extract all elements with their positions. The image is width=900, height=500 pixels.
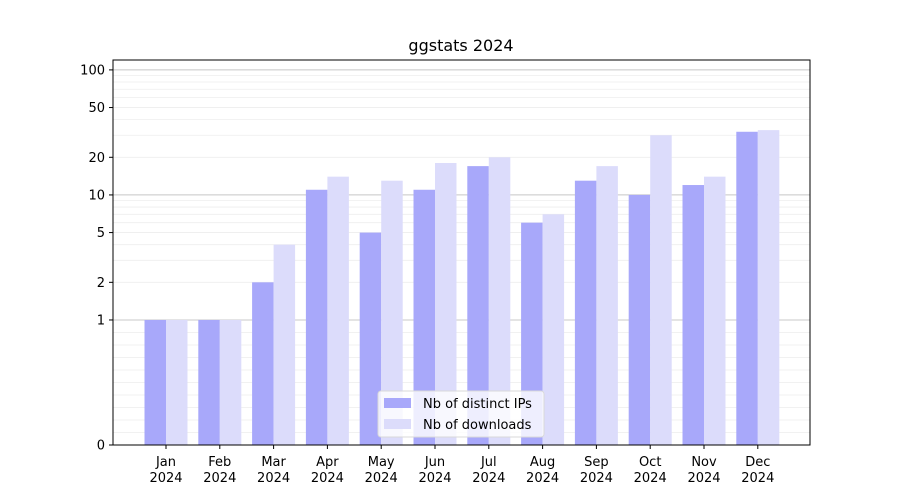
legend-swatch <box>384 419 411 429</box>
x-tick-label-year: 2024 <box>472 471 505 486</box>
legend-label: Nb of distinct IPs <box>423 397 532 412</box>
x-tick-label-year: 2024 <box>687 471 720 486</box>
x-tick-label-month: Nov <box>691 455 717 470</box>
x-tick-label-month: Dec <box>745 455 770 470</box>
y-tick-label: 10 <box>88 188 105 203</box>
bar-downloads <box>327 176 349 445</box>
x-tick-label-year: 2024 <box>526 471 559 486</box>
x-tick-label-year: 2024 <box>418 471 451 486</box>
bar-distinct-ips <box>359 232 382 445</box>
bar-downloads <box>488 157 511 445</box>
bar-downloads <box>650 135 672 445</box>
bar-distinct-ips <box>682 185 704 445</box>
x-tick-label-month: Mar <box>261 455 286 470</box>
bar-distinct-ips <box>413 189 435 445</box>
x-tick-label-year: 2024 <box>580 471 613 486</box>
bar-distinct-ips <box>736 131 758 445</box>
plot-frame <box>112 59 811 446</box>
bar-downloads <box>596 166 618 445</box>
x-tick-label-year: 2024 <box>741 471 774 486</box>
x-tick-label-month: Jul <box>480 455 497 470</box>
axes: 0125102050100Jan2024Feb2024Mar2024Apr202… <box>80 59 811 486</box>
x-tick-label-month: Aug <box>530 455 555 470</box>
bar-downloads <box>542 214 565 445</box>
y-tick-label: 50 <box>88 101 105 116</box>
bar-distinct-ips <box>467 166 489 445</box>
x-tick-label-year: 2024 <box>365 471 398 486</box>
legend-box <box>377 390 545 438</box>
legend-swatch <box>384 398 411 408</box>
bar-downloads <box>704 176 726 445</box>
y-tick-label: 1 <box>97 313 105 328</box>
bar-distinct-ips <box>305 189 328 445</box>
x-tick-label-month: Apr <box>316 455 339 470</box>
bar-downloads <box>757 130 780 445</box>
bar-distinct-ips <box>252 282 274 445</box>
bar-downloads <box>219 319 242 445</box>
bar-downloads <box>435 163 457 445</box>
bar-distinct-ips <box>574 180 597 445</box>
x-tick-label-month: Jan <box>155 455 176 470</box>
bar-downloads <box>381 180 403 445</box>
bars <box>144 130 780 445</box>
x-tick-label-month: Oct <box>639 455 661 470</box>
x-tick-label-month: Sep <box>584 455 609 470</box>
y-tick-label: 0 <box>97 439 105 454</box>
x-tick-label-year: 2024 <box>149 471 182 486</box>
bar-distinct-ips <box>628 194 651 445</box>
legend: Nb of distinct IPs Nb of downloads <box>377 390 545 438</box>
y-tick-label: 20 <box>88 151 105 166</box>
x-tick-label-year: 2024 <box>257 471 290 486</box>
bar-distinct-ips <box>521 222 543 445</box>
x-tick-label-month: May <box>368 455 395 470</box>
y-tick-label: 2 <box>97 276 105 291</box>
bar-distinct-ips <box>198 319 220 445</box>
legend-label: Nb of downloads <box>423 418 532 433</box>
bar-distinct-ips <box>144 319 166 445</box>
x-tick-label-year: 2024 <box>203 471 236 486</box>
bar-downloads <box>166 319 188 445</box>
chart-title: ggstats 2024 <box>408 36 513 55</box>
bar-downloads <box>273 244 296 445</box>
x-tick-label-month: Feb <box>208 455 231 470</box>
x-tick-label-year: 2024 <box>311 471 344 486</box>
y-tick-label: 5 <box>97 226 105 241</box>
x-tick-label-year: 2024 <box>634 471 667 486</box>
y-tick-label: 100 <box>80 63 105 78</box>
x-tick-label-month: Jun <box>424 455 445 470</box>
